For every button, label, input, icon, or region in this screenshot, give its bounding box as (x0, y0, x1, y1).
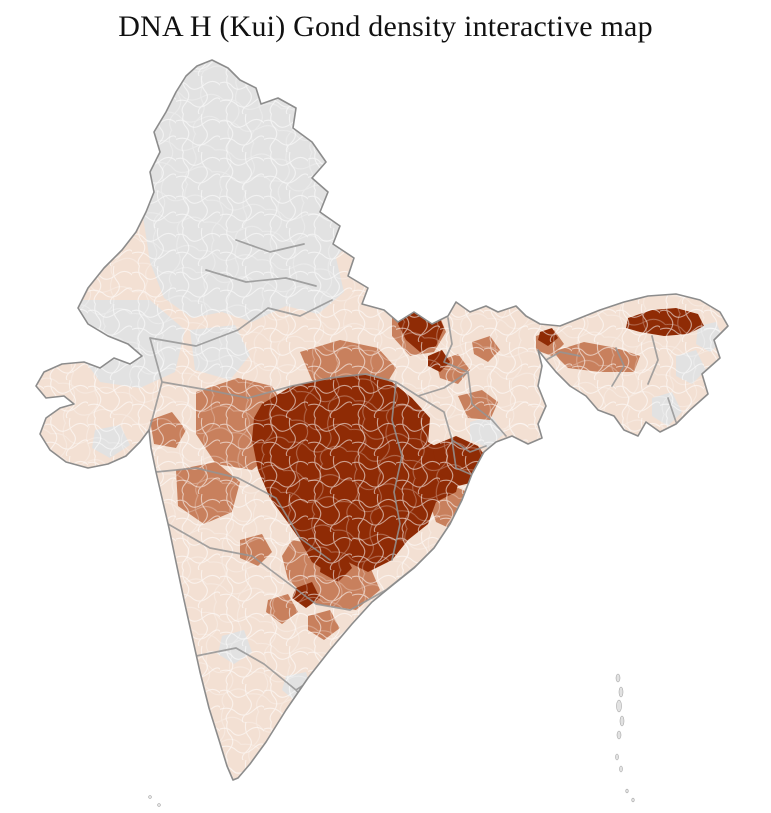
state-borders (148, 239, 677, 753)
map-title: DNA H (Kui) Gond density interactive map (118, 10, 653, 43)
islands-andaman-nicobar[interactable] (615, 673, 635, 803)
district-no-data-dark[interactable] (516, 442, 544, 474)
district-borders-mesh-overlay (36, 60, 728, 780)
islands-lakshadweep[interactable] (148, 795, 161, 807)
india-outline (35, 59, 729, 781)
